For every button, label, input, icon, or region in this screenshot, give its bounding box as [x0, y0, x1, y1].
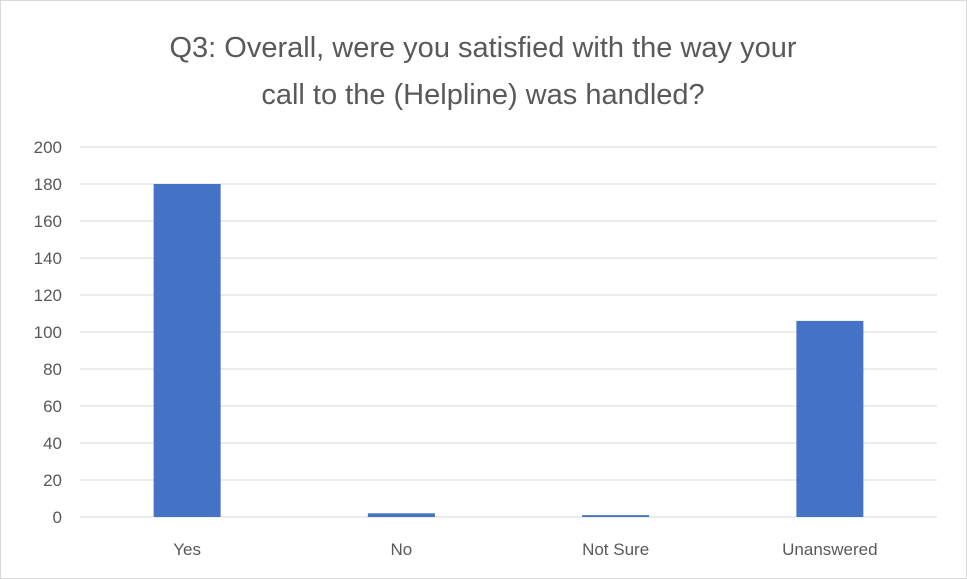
bars	[153, 184, 864, 517]
x-category-label: Not Sure	[582, 540, 649, 559]
chart-title-line-2: call to the (Helpline) was handled?	[261, 79, 704, 111]
y-tick-label: 20	[43, 471, 62, 490]
y-tick-label: 80	[43, 360, 62, 379]
x-axis-category-labels: Yes No Not Sure Unanswered	[173, 540, 877, 559]
y-tick-label: 100	[34, 323, 62, 342]
bar	[582, 515, 650, 517]
y-tick-label: 0	[53, 508, 62, 527]
chart-title: Q3: Overall, were you satisfied with the…	[170, 32, 797, 111]
y-tick-label: 120	[34, 286, 62, 305]
bar	[153, 184, 221, 517]
y-tick-label: 160	[34, 212, 62, 231]
x-category-label: Unanswered	[782, 540, 877, 559]
x-category-label: Yes	[173, 540, 201, 559]
y-tick-label: 60	[43, 397, 62, 416]
y-tick-label: 200	[34, 138, 62, 157]
x-category-label: No	[391, 540, 413, 559]
bar	[367, 513, 435, 517]
y-tick-label: 180	[34, 175, 62, 194]
gridlines	[80, 146, 937, 518]
y-axis-tick-labels: 0 20 40 60 80 100 120 140 160 180 200	[34, 138, 62, 527]
bar	[796, 320, 864, 517]
chart-title-line-1: Q3: Overall, were you satisfied with the…	[170, 32, 797, 64]
y-tick-label: 140	[34, 249, 62, 268]
y-tick-label: 40	[43, 434, 62, 453]
